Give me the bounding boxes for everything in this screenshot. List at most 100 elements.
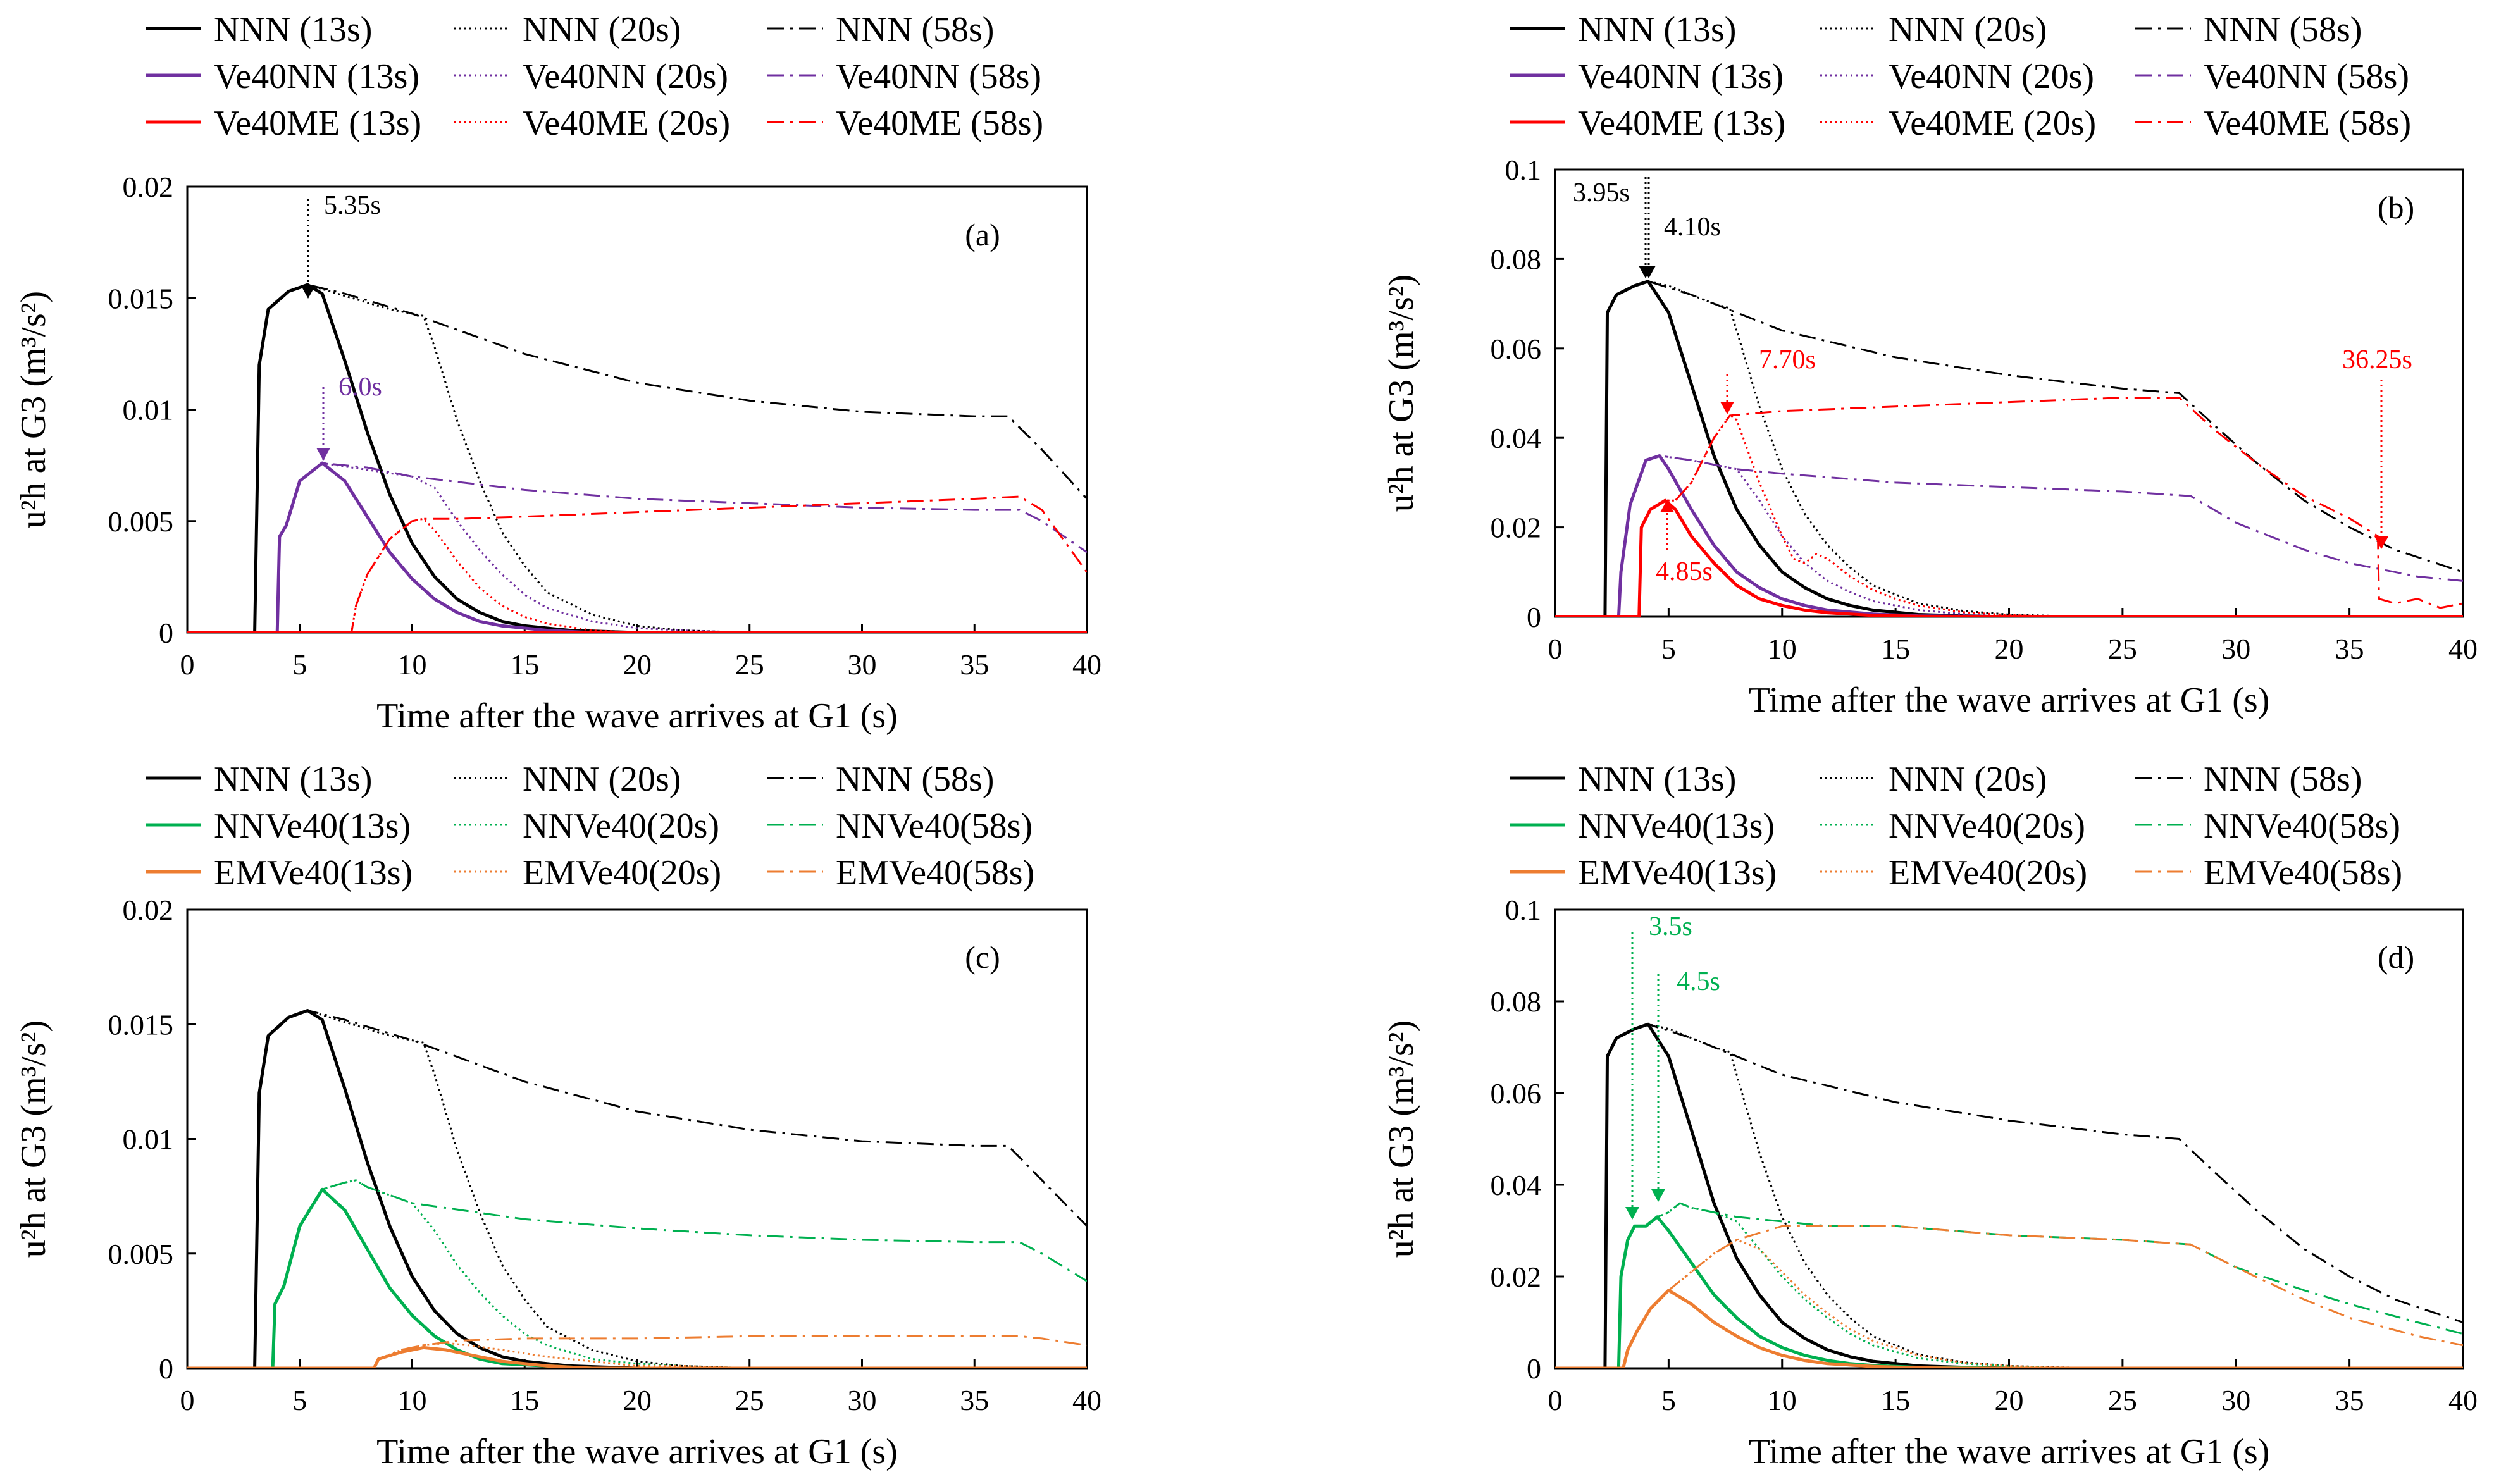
x-tick-label: 15 (510, 648, 539, 681)
y-tick-label: 0.04 (1491, 1169, 1542, 1201)
y-tick-label: 0.1 (1505, 894, 1542, 926)
series-line-nnn-58s- (187, 1010, 1087, 1368)
x-tick-label: 5 (1661, 633, 1676, 665)
plot-area-a (186, 185, 1088, 634)
series-line-nnn-20s- (1555, 1023, 2463, 1368)
y-tick-label: 0.08 (1491, 986, 1542, 1018)
legend-label: Ve40NN (13s) (1578, 57, 1784, 96)
x-tick-label: 20 (1995, 1384, 2024, 1416)
series-line-nnn-58s- (1555, 1023, 2463, 1368)
legend-label: EMVe40(20s) (1889, 853, 2087, 893)
series-line-nnn-13s- (1555, 1022, 2463, 1368)
series-line-nnn-58s- (187, 283, 1087, 633)
legend-label: NNVe40(20s) (1889, 807, 2085, 846)
legend-label: Ve40NN (13s) (214, 57, 419, 96)
x-axis-title: Time after the wave arrives at G1 (s) (376, 696, 898, 736)
legend-label: NNVe40(58s) (2204, 807, 2400, 846)
annotation-label: 4.10s (1664, 213, 1721, 242)
plot-area-c (186, 908, 1088, 1370)
y-tick-label: 0.06 (1491, 1077, 1542, 1110)
x-tick-label: 15 (1881, 1384, 1910, 1416)
legend-label: NNN (13s) (214, 10, 372, 49)
legend-label: NNN (20s) (1889, 10, 2047, 49)
annotation-label: 4.5s (1677, 967, 1720, 996)
annotation-arrowhead (1660, 500, 1674, 512)
x-tick-label: 20 (1995, 633, 2024, 665)
legend-label: NNN (13s) (1578, 760, 1736, 799)
x-axis-title: Time after the wave arrives at G1 (s) (376, 1432, 898, 1471)
x-tick-label: 0 (180, 1384, 195, 1416)
x-tick-label: 30 (2221, 1384, 2250, 1416)
x-tick-label: 20 (623, 648, 652, 681)
y-tick-label: 0 (159, 1352, 173, 1385)
x-axis-title: Time after the wave arrives at G1 (s) (1749, 681, 2270, 720)
series-line-ve40nn-58s- (1555, 455, 2463, 617)
panel-b: 0 5 10 15 20 25 30 35 40 0 0.02 0.04 0.06 0.08 0.1 Time… (1382, 10, 2478, 720)
y-tick-label: 0.005 (108, 1238, 174, 1270)
series-line-emve40-20s- (187, 1342, 1087, 1368)
x-tick-label: 10 (1768, 1384, 1797, 1416)
x-tick-label: 40 (1072, 648, 1101, 681)
panel-c: 0 5 10 15 20 25 30 35 40 0 0.005 0.01 0.015 0.02 Time … (14, 760, 1101, 1471)
legend-label: NNVe40(20s) (523, 807, 719, 846)
x-tick-label: 35 (960, 648, 989, 681)
legend-label: Ve40NN (20s) (1889, 57, 2094, 96)
legend-label: Ve40ME (13s) (214, 104, 421, 143)
series-line-ve40me-20s- (187, 517, 1087, 633)
annotation-label: 5.35s (324, 191, 381, 220)
panel-letter: (c) (965, 939, 1000, 975)
series-line-nnn-20s- (187, 283, 1087, 633)
y-tick-label: 0.015 (108, 282, 174, 314)
legend-label: NNVe40(58s) (836, 807, 1033, 846)
x-tick-label: 0 (1548, 1384, 1563, 1416)
legend-label: EMVe40(58s) (2204, 853, 2402, 893)
series-line-nnve40-20s- (1555, 1202, 2463, 1368)
y-tick-label: 0.015 (108, 1008, 174, 1041)
annotation-label: 6.0s (338, 373, 382, 402)
panel-a: 0 5 10 15 20 25 30 35 40 0 0.005 0.01 0.015 0.02 Time … (14, 10, 1101, 736)
panel-letter: (d) (2378, 939, 2414, 975)
annotation-arrowhead (2374, 536, 2388, 549)
annotation-label: 3.5s (1649, 912, 1692, 941)
x-tick-label: 10 (398, 1384, 427, 1416)
legend-label: NNN (20s) (523, 760, 681, 799)
series-line-ve40nn-58s- (187, 462, 1087, 633)
x-tick-label: 0 (1548, 633, 1563, 665)
legend-label: EMVe40(20s) (523, 853, 721, 893)
legend-label: Ve40NN (58s) (2204, 57, 2409, 96)
series-line-ve40nn-20s- (187, 462, 1087, 633)
y-axis-title: u²h at G3 (m³/s²) (14, 291, 53, 528)
series-line-emve40-58s- (1555, 1225, 2463, 1368)
x-tick-label: 25 (735, 1384, 764, 1416)
legend-label: Ve40NN (20s) (523, 57, 728, 96)
series-line-emve40-58s- (187, 1335, 1087, 1368)
series-group (1555, 280, 2463, 617)
series-line-ve40me-58s- (1555, 397, 2463, 617)
x-tick-label: 40 (2448, 1384, 2478, 1416)
legend-label: EMVe40(58s) (836, 853, 1034, 893)
y-tick-label: 0 (159, 617, 173, 649)
y-tick-label: 0.06 (1491, 333, 1542, 365)
series-line-nnve40-13s- (1555, 1215, 2463, 1368)
x-tick-label: 20 (623, 1384, 652, 1416)
series-line-ve40nn-20s- (1555, 455, 2463, 617)
panel-letter: (a) (965, 217, 1000, 252)
series-line-nnn-20s- (187, 1010, 1087, 1368)
x-tick-label: 35 (960, 1384, 989, 1416)
y-tick-label: 0.02 (1491, 512, 1542, 544)
y-axis-title: u²h at G3 (m³/s²) (1382, 1020, 1421, 1258)
panel-d: 0 5 10 15 20 25 30 35 40 0 0.02 0.04 0.06 0.08 0.1 Time… (1382, 760, 2478, 1471)
x-tick-label: 15 (1881, 633, 1910, 665)
y-tick-label: 0.01 (123, 1123, 174, 1156)
annotation-label: 4.85s (1656, 557, 1713, 586)
x-tick-label: 15 (510, 1384, 539, 1416)
x-tick-label: 25 (2108, 633, 2137, 665)
series-line-ve40me-20s- (1555, 414, 2463, 617)
legend-label: Ve40ME (58s) (2204, 104, 2411, 143)
series-line-nnve40-13s- (187, 1187, 1087, 1368)
x-tick-label: 30 (2221, 633, 2250, 665)
y-tick-label: 0.08 (1491, 243, 1542, 275)
series-group (187, 283, 1087, 633)
annotation-arrowhead (301, 286, 315, 299)
y-tick-label: 0.02 (1491, 1261, 1542, 1293)
